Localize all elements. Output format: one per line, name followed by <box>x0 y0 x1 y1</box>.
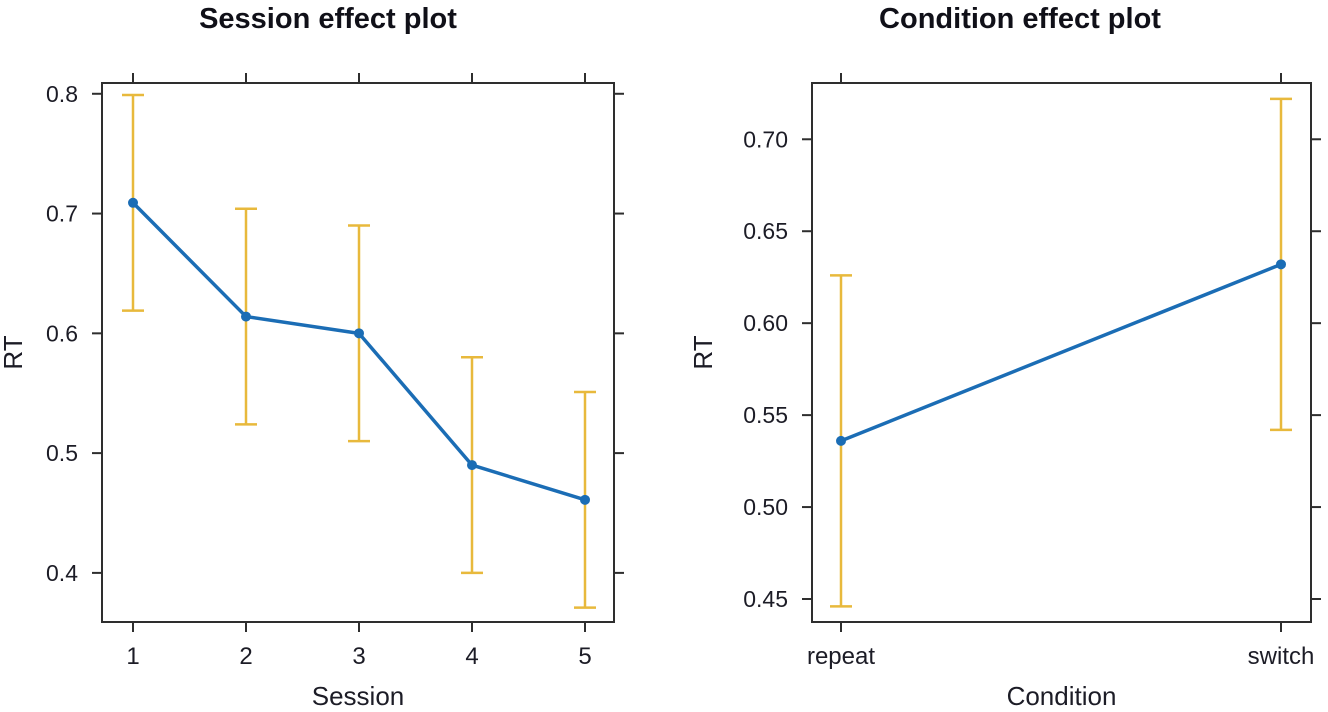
data-point <box>836 435 846 446</box>
x-tick-label: 5 <box>578 643 591 670</box>
x-tick-label: 2 <box>239 643 252 670</box>
y-tick-label: 0.7 <box>46 201 78 227</box>
y-axis-title: RT <box>688 335 718 369</box>
y-tick-label: 0.5 <box>46 440 78 466</box>
y-tick-label: 0.8 <box>46 81 78 107</box>
data-point <box>128 197 138 208</box>
y-tick-label: 0.65 <box>743 218 788 244</box>
x-axis-title: Condition <box>1007 681 1117 711</box>
data-point <box>354 328 364 339</box>
x-tick-label: 3 <box>352 643 365 670</box>
data-point <box>580 494 590 505</box>
data-point <box>1276 259 1286 270</box>
data-line <box>839 262 1283 443</box>
x-tick-label: 1 <box>126 643 139 670</box>
y-tick-label: 0.45 <box>743 586 788 612</box>
data-point <box>467 460 477 471</box>
chart-title: Session effect plot <box>199 3 457 35</box>
x-tick-label: switch <box>1248 643 1315 670</box>
y-tick-label: 0.6 <box>46 320 78 346</box>
x-tick-label: 4 <box>465 643 478 670</box>
chart-title: Condition effect plot <box>879 3 1161 35</box>
x-axis-title: Session <box>312 681 405 711</box>
y-tick-label: 0.4 <box>46 560 78 586</box>
y-tick-label: 0.70 <box>743 126 788 152</box>
x-tick-label: repeat <box>807 643 875 670</box>
y-tick-label: 0.55 <box>743 402 788 428</box>
y-tick-label: 0.60 <box>743 310 788 336</box>
data-point <box>241 311 251 322</box>
y-tick-label: 0.50 <box>743 494 788 520</box>
plot-box <box>811 82 1312 623</box>
y-axis-title: RT <box>0 335 28 369</box>
